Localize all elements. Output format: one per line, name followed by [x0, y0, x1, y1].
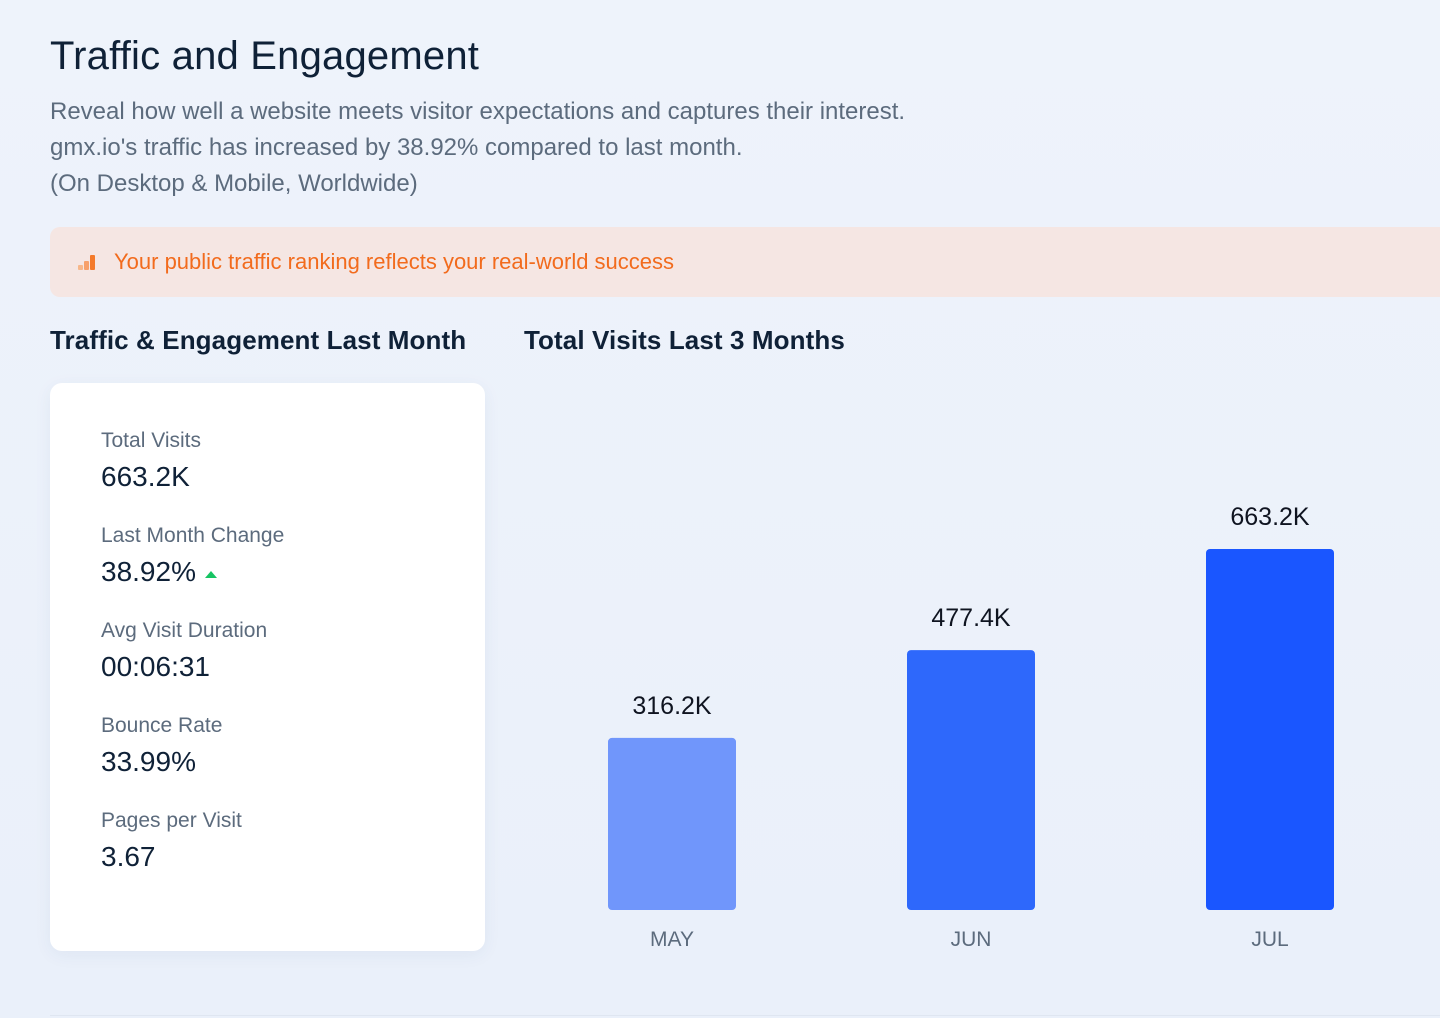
metric-bounce-rate: Bounce Rate 33.99% — [101, 712, 485, 807]
ranking-banner[interactable]: Your public traffic ranking reflects you… — [50, 227, 1440, 297]
description-line: (On Desktop & Mobile, Worldwide) — [50, 170, 418, 197]
description-line: gmx.io's traffic has increased by 38.92%… — [50, 134, 743, 161]
metric-value: 00:06:31 — [101, 651, 210, 682]
bar-chart-icon — [78, 253, 96, 271]
bar-jul[interactable] — [1206, 549, 1334, 910]
metric-label: Last Month Change — [101, 524, 285, 547]
x-tick-label: JUN — [951, 928, 992, 951]
bar-value-label: 477.4K — [931, 604, 1011, 632]
x-tick-label: MAY — [650, 928, 694, 951]
metrics-card: Total Visits 663.2K Last Month Change 38… — [50, 383, 485, 951]
page-description: Reveal how well a website meets visitor … — [50, 94, 905, 202]
trend-up-icon — [204, 570, 217, 578]
banner-text: Your public traffic ranking reflects you… — [114, 249, 675, 274]
metric-value: 663.2K — [101, 461, 190, 492]
x-tick-label: JUL — [1251, 928, 1288, 951]
metric-value: 3.67 — [101, 841, 156, 872]
page-title: Traffic and Engagement — [50, 34, 480, 78]
metric-label: Avg Visit Duration — [101, 619, 268, 642]
metric-value: 38.92% — [101, 556, 196, 587]
description-line: Reveal how well a website meets visitor … — [50, 98, 906, 125]
metric-last-month-change: Last Month Change 38.92% — [101, 522, 485, 617]
metric-value: 33.99% — [101, 746, 196, 777]
metric-pages-per-visit: Pages per Visit 3.67 — [101, 807, 485, 902]
bar-value-label: 316.2K — [632, 692, 712, 720]
metric-label: Pages per Visit — [101, 809, 242, 832]
divider — [50, 1015, 1440, 1016]
metric-label: Bounce Rate — [101, 714, 223, 737]
section-title-last-month: Traffic & Engagement Last Month — [50, 325, 467, 355]
metric-avg-visit-duration: Avg Visit Duration 00:06:31 — [101, 617, 485, 712]
bar-value-label: 663.2K — [1230, 503, 1310, 531]
bar-may[interactable] — [608, 737, 736, 910]
metric-total-visits: Total Visits 663.2K — [101, 427, 485, 522]
bar-jun[interactable] — [907, 650, 1035, 910]
total-visits-chart: 316.2K MAY 477.4K JUN 663.2K JUL — [524, 383, 1440, 983]
bar-chart-svg: 316.2K MAY 477.4K JUN 663.2K JUL — [608, 503, 1334, 951]
section-title-3-months: Total Visits Last 3 Months — [524, 325, 845, 355]
metric-label: Total Visits — [101, 429, 201, 452]
